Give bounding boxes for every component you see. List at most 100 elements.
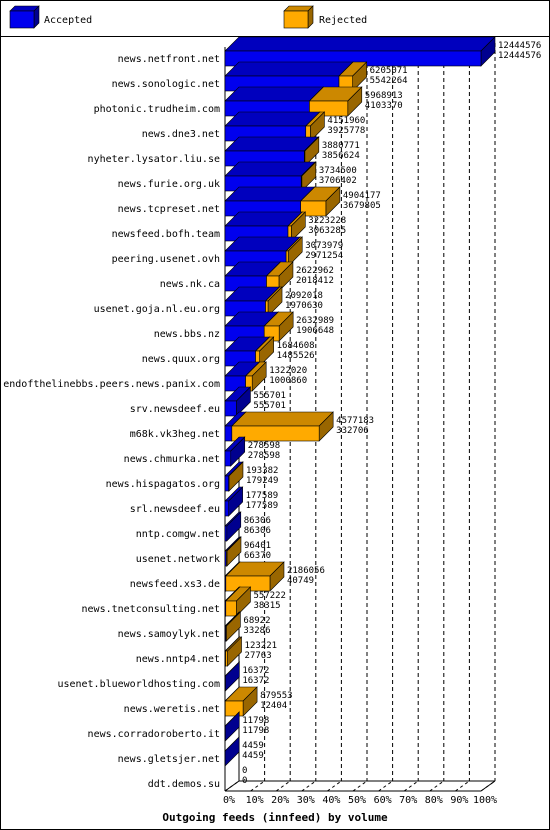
x-tick-label: 30% — [297, 795, 315, 806]
rejected-bar — [224, 611, 242, 642]
rejected-bar — [225, 561, 285, 592]
accepted-value-label: 4103370 — [365, 101, 403, 111]
category-label: usenet.blueworldhosting.com — [57, 679, 220, 690]
rejected-bar — [227, 461, 244, 492]
accepted-value-label: 38315 — [253, 601, 280, 611]
offered-value-label: 11798 — [242, 716, 269, 726]
offered-value-label: 4151960 — [327, 116, 365, 126]
offered-value-label: 879553 — [260, 691, 293, 701]
offered-value-label: 16372 — [242, 666, 269, 676]
x-tick-label: 80% — [425, 795, 443, 806]
accepted-value-label: 1906648 — [296, 326, 334, 336]
offered-value-label: 1322020 — [269, 366, 307, 376]
offered-value-label: 177589 — [246, 491, 279, 501]
accepted-value-label: 2971254 — [305, 251, 343, 261]
accepted-bar — [224, 486, 244, 517]
rejected-bar — [303, 136, 320, 167]
offered-value-label: 555701 — [253, 391, 286, 401]
category-label: usenet.goja.nl.eu.org — [94, 304, 220, 315]
accepted-value-label: 332706 — [336, 426, 369, 436]
category-label: news.chmurka.net — [124, 454, 220, 465]
accepted-bar — [224, 711, 240, 742]
rejected-bar — [300, 161, 317, 192]
accepted-value-label: 16372 — [242, 676, 269, 686]
accepted-bar — [224, 36, 496, 67]
category-label: usenet.network — [136, 554, 220, 565]
category-label: news.nk.ca — [160, 279, 220, 290]
category-label: news.corradoroberto.it — [88, 729, 220, 740]
floor-gridline — [275, 780, 291, 792]
accepted-value-label: 3063285 — [308, 226, 346, 236]
floor-gridline — [403, 780, 419, 792]
category-label: news.sonologic.net — [112, 79, 220, 90]
accepted-value-label: 555701 — [253, 401, 286, 411]
accepted-bar — [224, 511, 242, 542]
accepted-bar — [224, 661, 241, 692]
chart-title: Outgoing feeds (innfeed) by volume — [162, 811, 388, 824]
offered-value-label: 4577183 — [336, 416, 374, 426]
floor-gridline — [429, 780, 445, 792]
x-tick-label: 10% — [246, 795, 264, 806]
offered-value-label: 2622962 — [296, 266, 334, 276]
category-label: endofthelinebbs.peers.news.panix.com — [3, 379, 220, 390]
legend-rejected-label: Rejected — [319, 15, 367, 26]
offered-value-label: 3073979 — [305, 241, 343, 251]
floor-gridline — [327, 780, 342, 792]
category-label: m68k.vk3heg.net — [130, 429, 220, 440]
category-label: news.quux.org — [142, 354, 220, 365]
x-tick-label: 40% — [322, 795, 340, 806]
accepted-value-label: 33286 — [243, 626, 270, 636]
rejected-bar — [299, 186, 341, 217]
accepted-value-label: 278598 — [248, 451, 281, 461]
accepted-bar — [224, 436, 246, 467]
accepted-value-label: 40749 — [287, 576, 314, 586]
x-tick-label: 100% — [473, 795, 497, 806]
accepted-value-label: 86306 — [244, 526, 271, 536]
offered-value-label: 123221 — [245, 641, 278, 651]
offered-value-label: 4459 — [242, 741, 264, 751]
accepted-value-label: 27763 — [245, 651, 272, 661]
category-label: news.nntp4.net — [136, 654, 220, 665]
floor-gridline — [250, 780, 265, 792]
category-label: news.samoylyk.net — [118, 629, 220, 640]
category-label: news.netfront.net — [118, 54, 220, 65]
accepted-value-label: 1970630 — [285, 301, 323, 311]
accepted-bar — [224, 86, 325, 117]
offered-value-label: 3734500 — [319, 166, 357, 176]
accepted-value-label: 2018412 — [296, 276, 334, 286]
rejected-bar — [305, 111, 326, 142]
category-label: nyheter.lysator.liu.se — [88, 154, 220, 165]
offered-value-label: 1684608 — [277, 341, 315, 351]
rejected-bar — [231, 411, 334, 442]
category-label: news.weretis.net — [124, 704, 220, 715]
rejected-bar — [308, 86, 363, 117]
accepted-value-label: 11798 — [242, 726, 269, 736]
legend-rejected-swatch — [283, 5, 314, 29]
offered-value-label: 557222 — [253, 591, 286, 601]
accepted-value-label: 66370 — [244, 551, 271, 561]
offered-value-label: 3880771 — [322, 141, 360, 151]
rejected-bar — [254, 336, 275, 367]
floor-gridline — [352, 780, 368, 792]
accepted-value-label: 3856624 — [322, 151, 360, 161]
offered-value-label: 3223228 — [308, 216, 346, 226]
